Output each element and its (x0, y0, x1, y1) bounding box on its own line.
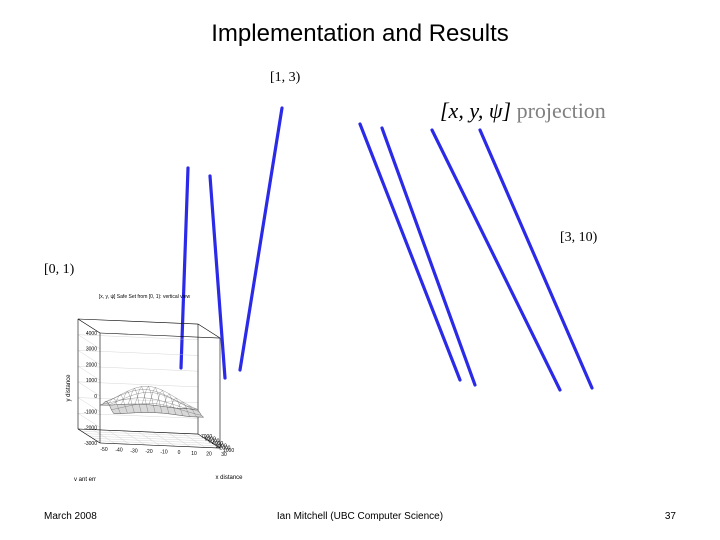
page-title: Implementation and Results (0, 20, 720, 48)
svg-text:v ant err: v ant err (74, 477, 96, 483)
svg-text:-30: -30 (130, 448, 137, 454)
svg-text:-2000: -2000 (84, 425, 97, 431)
svg-text:10: 10 (191, 451, 197, 457)
svg-text:1000: 1000 (86, 378, 97, 384)
svg-text:-20: -20 (145, 449, 152, 455)
projection-word: projection (517, 98, 606, 123)
svg-text:3000: 3000 (86, 347, 97, 353)
svg-text:-50: -50 (100, 447, 107, 453)
interval-label-1-3: [1, 3) (270, 70, 300, 86)
svg-text:y distance: y distance (66, 374, 72, 402)
svg-text:0: 0 (94, 394, 97, 400)
projection-vars: [x, y, ψ] (440, 98, 511, 123)
svg-text:20: 20 (206, 451, 212, 457)
svg-text:-40: -40 (115, 448, 122, 454)
svg-text:2000: 2000 (86, 362, 97, 368)
interval-label-0-1: [0, 1) (44, 262, 74, 278)
svg-text:[x, y, ψ] Safe Set from [0, 1): [x, y, ψ] Safe Set from [0, 1): vertical… (99, 294, 191, 300)
svg-text:-10: -10 (160, 450, 167, 456)
footer-page-number: 37 (665, 511, 676, 522)
svg-text:-1000: -1000 (84, 410, 97, 416)
projection-label: [x, y, ψ] projection (440, 98, 606, 124)
interval-label-3-10: [3, 10) (560, 230, 597, 246)
svg-text:-3000: -3000 (84, 441, 97, 447)
inset-3d-plot: [x, y, ψ] Safe Set from [0, 1): vertical… (62, 290, 267, 485)
svg-text:4000: 4000 (86, 331, 97, 337)
svg-text:0: 0 (178, 450, 181, 456)
footer-author: Ian Mitchell (UBC Computer Science) (0, 511, 720, 522)
svg-text:x distance: x distance (215, 475, 243, 481)
